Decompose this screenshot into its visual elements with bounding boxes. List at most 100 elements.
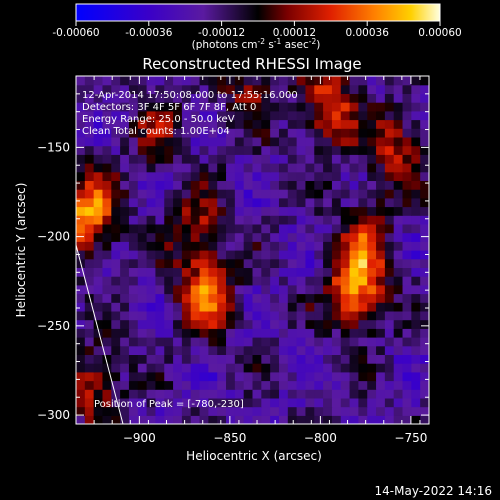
colorbar-tick-label: -0.00012 <box>198 27 245 39</box>
heatmap-cell <box>234 136 245 147</box>
heatmap-cell <box>305 232 315 242</box>
heatmap-cell <box>173 163 183 173</box>
heatmap-cell <box>164 197 174 208</box>
heatmap-cell <box>314 171 324 181</box>
heatmap-cell <box>270 215 280 225</box>
heatmap-cell <box>287 250 298 260</box>
heatmap-cell <box>252 415 262 424</box>
heatmap-cell <box>411 93 421 103</box>
heatmap-cell <box>402 389 412 399</box>
heatmap-cell <box>358 223 368 234</box>
heatmap-cell <box>226 389 236 399</box>
heatmap-cell <box>261 258 271 268</box>
heatmap-cell <box>296 328 307 338</box>
heatmap-cell <box>111 293 121 303</box>
heatmap-cell <box>376 406 386 416</box>
heatmap-cell <box>376 354 386 364</box>
heatmap-cell <box>128 293 139 303</box>
heatmap-cell <box>331 276 342 286</box>
heatmap-cell <box>84 258 95 268</box>
heatmap-cell <box>411 197 421 208</box>
heatmap-cell <box>411 215 421 225</box>
heatmap-cell <box>402 119 412 129</box>
heatmap-cell <box>420 241 429 251</box>
heatmap-cell <box>340 215 351 225</box>
heatmap-cell <box>190 310 201 321</box>
heatmap-cell <box>102 284 112 295</box>
heatmap-cell <box>420 371 429 382</box>
heatmap-cell <box>84 389 95 399</box>
heatmap-cell <box>243 267 254 277</box>
heatmap-cell <box>305 215 315 225</box>
heatmap-cell <box>331 171 342 181</box>
heatmap-cell <box>128 232 139 242</box>
heatmap-cell <box>137 310 148 321</box>
heatmap-cell <box>252 293 262 303</box>
heatmap-cell <box>261 241 271 251</box>
heatmap-cell <box>146 415 157 424</box>
heatmap-cell <box>226 180 236 190</box>
heatmap-cell <box>402 380 412 390</box>
heatmap-cell <box>217 354 227 364</box>
heatmap-cell <box>234 223 245 234</box>
heatmap-cell <box>252 163 262 173</box>
heatmap-cell <box>349 337 359 347</box>
heatmap-cell <box>181 267 192 277</box>
heatmap-cell <box>164 371 174 382</box>
heatmap-cell <box>287 302 298 312</box>
heatmap-cell <box>111 241 121 251</box>
heatmap-cell <box>393 406 404 416</box>
heatmap-cell <box>181 345 192 355</box>
heatmap-cell <box>243 84 254 94</box>
heatmap-cell <box>261 250 271 260</box>
heatmap-cell <box>217 110 227 121</box>
heatmap-cell <box>305 276 315 286</box>
heatmap-cell <box>173 363 183 373</box>
heatmap-cell <box>358 276 368 286</box>
heatmap-cell <box>128 284 139 295</box>
heatmap-cell <box>402 232 412 242</box>
heatmap-cell <box>278 363 289 373</box>
heatmap-cell <box>331 206 342 216</box>
heatmap-cell <box>358 163 368 173</box>
heatmap-cell <box>270 345 280 355</box>
heatmap-cell <box>331 93 342 103</box>
heatmap-cell <box>164 345 174 355</box>
heatmap-cell <box>252 171 262 181</box>
heatmap-cell <box>411 302 421 312</box>
heatmap-cell <box>243 319 254 329</box>
heatmap-cell <box>217 363 227 373</box>
heatmap-cell <box>93 354 104 364</box>
heatmap-cell <box>76 363 86 373</box>
heatmap-cell <box>146 389 157 399</box>
heatmap-cell <box>102 267 112 277</box>
heatmap-cell <box>376 389 386 399</box>
heatmap-cell <box>137 284 148 295</box>
heatmap-cell <box>217 293 227 303</box>
heatmap-cell <box>137 397 148 408</box>
heatmap-cell <box>278 171 289 181</box>
heatmap-cell <box>287 119 298 129</box>
heatmap-cell <box>349 93 359 103</box>
heatmap-cell <box>76 380 86 390</box>
heatmap-cell <box>376 197 386 208</box>
heatmap-cell <box>384 406 395 416</box>
heatmap-cell <box>155 302 165 312</box>
heatmap-cell <box>411 354 421 364</box>
heatmap-cell <box>164 223 174 234</box>
heatmap-cell <box>137 145 148 155</box>
heatmap-cell <box>234 276 245 286</box>
heatmap-cell <box>76 171 86 181</box>
heatmap-cell <box>420 128 429 138</box>
heatmap-cell <box>137 371 148 382</box>
heatmap-cell <box>411 76 421 86</box>
heatmap-cell <box>128 302 139 312</box>
heatmap-cell <box>199 293 209 303</box>
heatmap-cell <box>420 145 429 155</box>
heatmap-cell <box>349 354 359 364</box>
heatmap-cell <box>208 267 218 277</box>
heatmap-cell <box>199 363 209 373</box>
heatmap-cell <box>278 76 289 86</box>
heatmap-cell <box>340 371 351 382</box>
heatmap-cell <box>137 267 148 277</box>
